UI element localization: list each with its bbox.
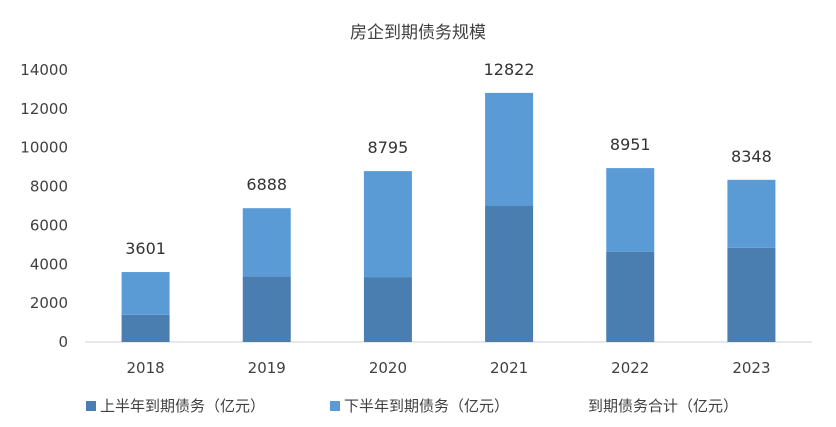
bar-segment	[121, 314, 170, 342]
y-tick-label: 12000	[20, 100, 68, 118]
y-tick-label: 10000	[20, 139, 68, 157]
legend-swatch	[330, 401, 340, 411]
total-data-label: 8951	[610, 135, 651, 154]
total-data-label: 8795	[368, 138, 409, 157]
total-data-label: 8348	[731, 147, 772, 166]
total-labels: 3601 6888 8795 12822 8951 8348	[125, 60, 772, 258]
chart-title: 房企到期债务规模	[350, 23, 486, 43]
total-data-label: 6888	[246, 175, 287, 194]
y-tick-label: 2000	[30, 294, 68, 312]
y-tick-label: 0	[58, 333, 68, 351]
x-tick-label: 2019	[248, 359, 286, 377]
total-data-label: 12822	[484, 60, 535, 79]
y-tick-label: 4000	[30, 255, 68, 273]
bar-segment	[121, 272, 170, 315]
bar-segment	[606, 168, 655, 252]
bar-segment	[485, 206, 534, 342]
bar-segment	[727, 179, 776, 248]
axes: 0 2000 4000 6000 8000 10000 12000 14000 2018 2019…	[20, 61, 812, 377]
y-tick-label: 8000	[30, 178, 68, 196]
legend-label: 到期债务合计（亿元）	[588, 397, 738, 415]
x-tick-label: 2023	[732, 359, 770, 377]
bar-segment	[606, 251, 655, 342]
bar-segment	[485, 92, 534, 206]
y-tick-label: 6000	[30, 216, 68, 234]
legend: 上半年到期债务（亿元） 下半年到期债务（亿元） 到期债务合计（亿元）	[86, 397, 738, 415]
y-tick-label: 14000	[20, 61, 68, 79]
x-tick-label: 2021	[490, 359, 528, 377]
legend-label: 上半年到期债务（亿元）	[100, 397, 265, 415]
bar-segment	[363, 277, 412, 342]
bar-segment	[727, 247, 776, 342]
bar-segment	[242, 208, 291, 277]
legend-label: 下半年到期债务（亿元）	[344, 397, 509, 415]
total-data-label: 3601	[125, 239, 166, 258]
legend-swatch	[86, 401, 96, 411]
bar-segment	[363, 171, 412, 278]
x-tick-label: 2018	[126, 359, 164, 377]
x-tick-label: 2020	[369, 359, 407, 377]
bars	[121, 92, 776, 342]
bar-segment	[242, 276, 291, 342]
x-tick-label: 2022	[611, 359, 649, 377]
